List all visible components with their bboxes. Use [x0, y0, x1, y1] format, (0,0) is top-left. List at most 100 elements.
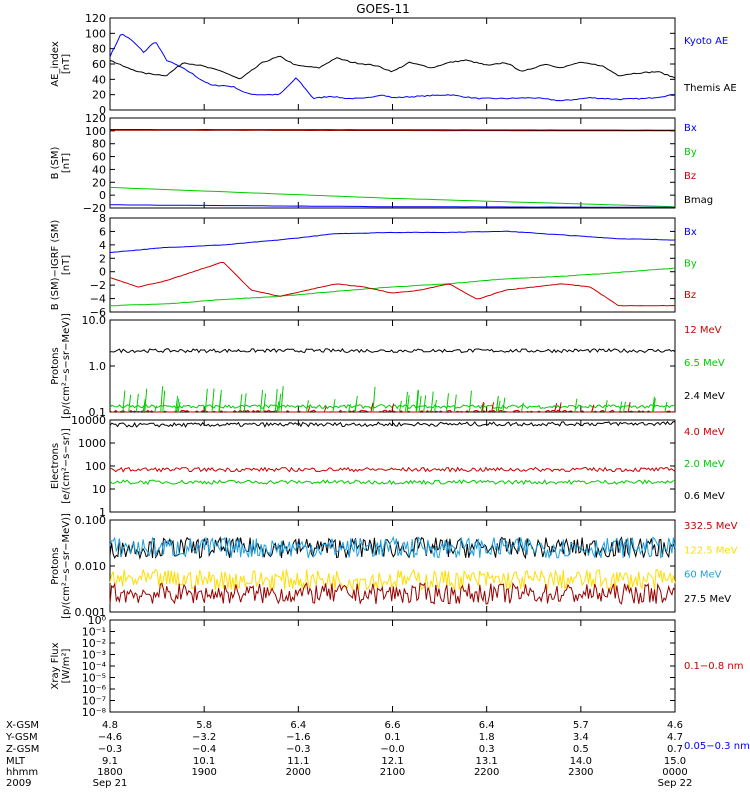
series-line-Bz	[110, 129, 675, 132]
series-line-Bmag	[110, 129, 675, 131]
y-tick-label: −4	[90, 293, 106, 306]
panel-4: 10.0 1.0 0.1 Protons[p/(cm²−s−sr−MeV)] 12 Me…	[50, 313, 725, 419]
y-tick-label: −6	[90, 306, 106, 319]
legend-label: 0.05−0.3 nm	[684, 741, 750, 752]
spike-6-5mev	[495, 395, 499, 413]
spike-6-5mev	[468, 390, 472, 413]
y-tick-label: 10⁻⁷	[82, 695, 106, 708]
y-tick-label: 40	[92, 163, 106, 176]
spike-6-5mev	[372, 386, 376, 413]
legend-label: Themis AE	[683, 83, 737, 94]
spike-6-5mev	[651, 396, 655, 413]
panel-5: 10000 1000 100 10 1 Electrons[e/(cm²−s−sr)] 4.…	[50, 414, 725, 519]
y-tick-label: 10⁻³	[82, 649, 106, 662]
series-line-4.0 MeV	[109, 466, 676, 473]
spike-12mev	[627, 402, 631, 413]
spike-6-5mev	[260, 389, 264, 413]
y-axis-label-line: [nT]	[61, 54, 72, 74]
y-tick-label: 10⁻⁵	[82, 672, 106, 685]
series-line-122.5 MeV	[109, 568, 676, 592]
legend-label: 2.4 MeV	[684, 391, 725, 402]
y-axis-label: AE_index[nT]	[50, 41, 72, 87]
spike-6-5mev	[263, 393, 267, 413]
x-axis-value: Sep 21	[93, 778, 128, 789]
spike-6-5mev	[406, 394, 410, 413]
spike-12mev	[591, 404, 595, 413]
spike-6-5mev	[154, 405, 158, 413]
x-axis-value: 9.1	[102, 756, 118, 767]
y-axis-label-line: [p/(cm²−s−sr−MeV)]	[61, 513, 72, 619]
y-axis-label-line: [e/(cm²−s−sr)]	[61, 428, 72, 504]
spike-6-5mev	[453, 394, 457, 413]
spike-6-5mev	[418, 395, 422, 413]
x-axis-value: 1800	[97, 767, 122, 778]
spike-12mev	[554, 403, 558, 413]
spike-12mev	[558, 402, 562, 413]
x-axis-row-label: 2009	[6, 778, 31, 789]
y-tick-label: 20	[92, 176, 106, 189]
spike-6-5mev	[502, 397, 506, 413]
y-tick-label: 0.1	[89, 406, 107, 419]
spike-6-5mev	[274, 388, 278, 413]
x-axis-value: −3.2	[192, 732, 216, 743]
spike-6-5mev	[176, 398, 180, 413]
series-line-Bx	[109, 230, 676, 254]
spike-6-5mev	[497, 400, 501, 413]
panel-frame	[109, 419, 676, 513]
legend-label: 4.0 MeV	[684, 427, 725, 438]
x-axis-row-label: Y-GSM	[5, 732, 38, 743]
spike-6-5mev	[160, 386, 164, 413]
y-axis-label: B (SM)−IGRF (SM)[nT]	[50, 220, 72, 311]
x-axis-value: 4.8	[102, 720, 118, 731]
spike-6-5mev	[433, 399, 437, 413]
y-tick-label: 4	[99, 239, 106, 252]
x-axis-value: 2100	[380, 767, 405, 778]
spike-6-5mev	[619, 401, 623, 413]
y-axis-label-line: [W/m²]	[61, 648, 72, 683]
y-axis-label: Xray Flux[W/m²]	[50, 642, 72, 689]
spike-6-5mev	[347, 404, 351, 413]
y-tick-label: 80	[92, 43, 106, 56]
legend-label: By	[684, 147, 697, 158]
y-tick-label: 10⁻²	[82, 637, 106, 650]
y-tick-label: 100	[85, 460, 106, 473]
x-axis-value: 12.1	[381, 756, 403, 767]
x-axis-value: 15.0	[664, 756, 686, 767]
spike-6-5mev	[398, 400, 402, 413]
spike-12mev	[323, 406, 327, 413]
x-axis-value: −1.6	[286, 732, 310, 743]
y-tick-label: 0	[99, 104, 106, 117]
series-line-0.6 MeV	[109, 420, 676, 428]
spike-6-5mev	[144, 388, 148, 413]
x-axis-value: −0.4	[192, 744, 216, 755]
series-line-Bx	[110, 204, 676, 208]
spike-6-5mev	[175, 395, 179, 413]
x-axis-value: 6.6	[385, 720, 401, 731]
y-axis-label-line: Protons	[50, 547, 61, 584]
x-axis-table: X-GSMY-GSMZ-GSMMLThhmm20094.8−4.6−0.39.1…	[5, 720, 692, 789]
y-axis-label-line: [nT]	[61, 255, 72, 275]
y-tick-label: 10⁻⁴	[82, 660, 107, 673]
y-tick-label: 6	[99, 225, 106, 238]
spike-12mev	[370, 402, 374, 413]
x-axis-value: 1.8	[479, 732, 495, 743]
spike-6-5mev	[423, 395, 427, 413]
x-axis-value: 5.8	[196, 720, 212, 731]
y-tick-label: 0	[99, 189, 106, 202]
spike-6-5mev	[574, 398, 578, 413]
series-line-2.4 MeV	[109, 348, 676, 354]
spike-6-5mev	[332, 399, 336, 413]
y-axis-label-line: [p/(cm²−s−sr−MeV)]	[61, 313, 72, 419]
legend-label: Bz	[684, 171, 696, 182]
y-axis-label: B (SM)[nT]	[50, 146, 72, 179]
spike-6-5mev	[305, 400, 309, 413]
y-tick-label: 0	[99, 266, 106, 279]
y-tick-label: −2	[90, 279, 106, 292]
legend-label: Bmag	[684, 195, 713, 206]
y-tick-label: 60	[92, 58, 106, 71]
y-tick-label: 100	[85, 27, 106, 40]
spike-6-5mev	[239, 394, 243, 413]
